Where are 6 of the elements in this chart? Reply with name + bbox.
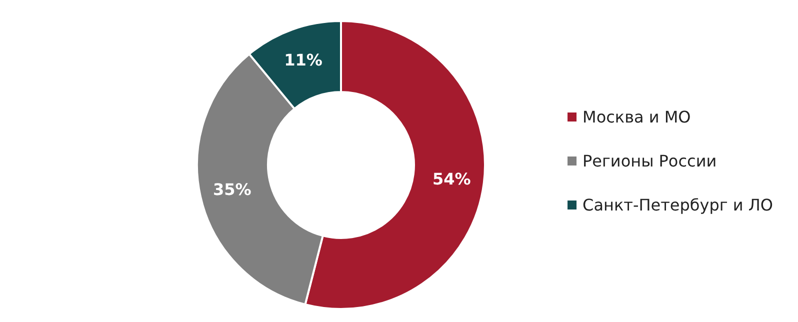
legend-label: Москва и МО xyxy=(582,108,691,126)
data-label: 54% xyxy=(432,169,471,188)
legend-label: Санкт-Петербург и ЛО xyxy=(582,196,773,214)
legend-label: Регионы России xyxy=(582,152,717,170)
data-label: 35% xyxy=(213,180,252,199)
data-label: 11% xyxy=(284,50,322,70)
